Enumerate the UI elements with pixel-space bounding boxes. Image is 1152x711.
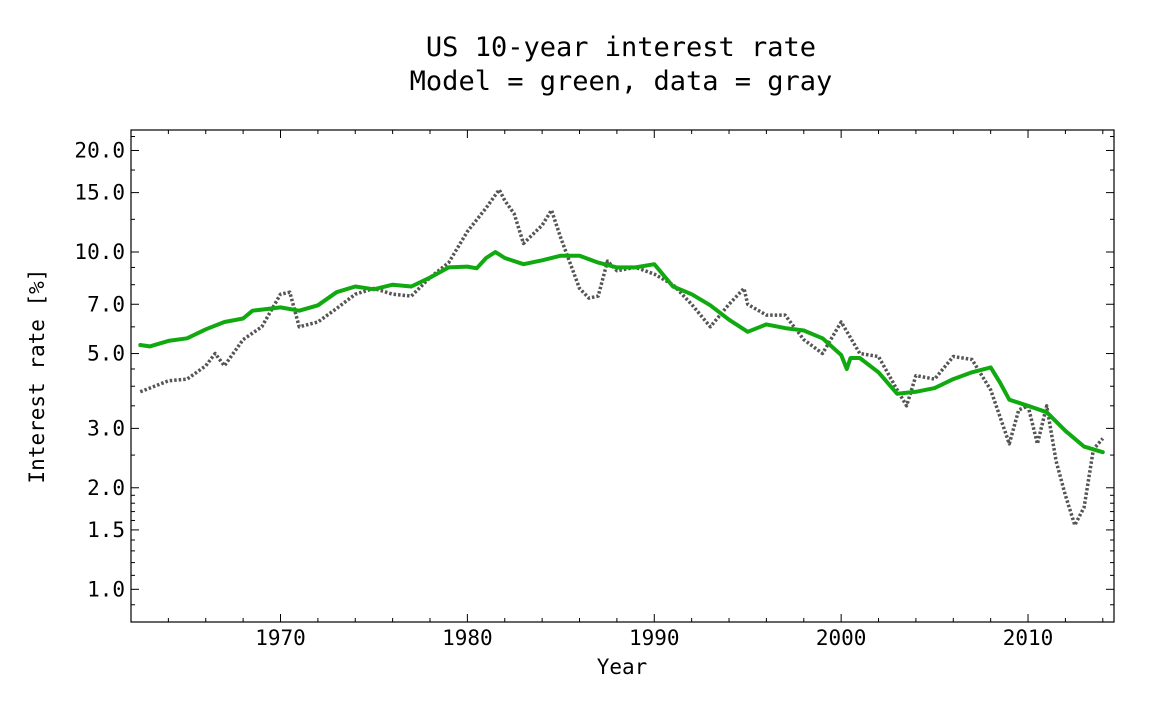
x-tick-label: 2010 [1003, 626, 1054, 650]
tick-labels: 1970 1980 1990 2000 2010 1.0 1.5 2.0 3.0 5.0 7.0 10… [74, 138, 1053, 650]
y-tick-label: 10.0 [74, 240, 125, 264]
y-tick-label: 20.0 [74, 138, 125, 162]
y-tick-label: 7.0 [87, 292, 125, 316]
y-tick-label: 3.0 [87, 416, 125, 440]
series-data-line [139, 187, 1105, 527]
chart-subtitle: Model = green, data = gray [410, 66, 833, 97]
series-model-line [138, 250, 1105, 455]
y-tick-label: 5.0 [87, 342, 125, 366]
y-tick-label: 2.0 [87, 476, 125, 500]
plot-frame [130, 129, 1115, 623]
y-tick-label: 15.0 [74, 181, 125, 205]
x-axis-label: Year [597, 655, 648, 679]
x-tick-label: 2000 [816, 626, 867, 650]
x-tick-label: 1990 [629, 626, 680, 650]
series-lines [138, 187, 1105, 527]
x-tick-label: 1980 [442, 626, 493, 650]
y-axis-label: Interest rate [%] [25, 269, 49, 484]
chart-title: US 10-year interest rate [426, 32, 816, 63]
y-tick-label: 1.0 [87, 577, 125, 601]
y-tick-label: 1.5 [87, 518, 125, 542]
x-tick-label: 1970 [255, 626, 306, 650]
